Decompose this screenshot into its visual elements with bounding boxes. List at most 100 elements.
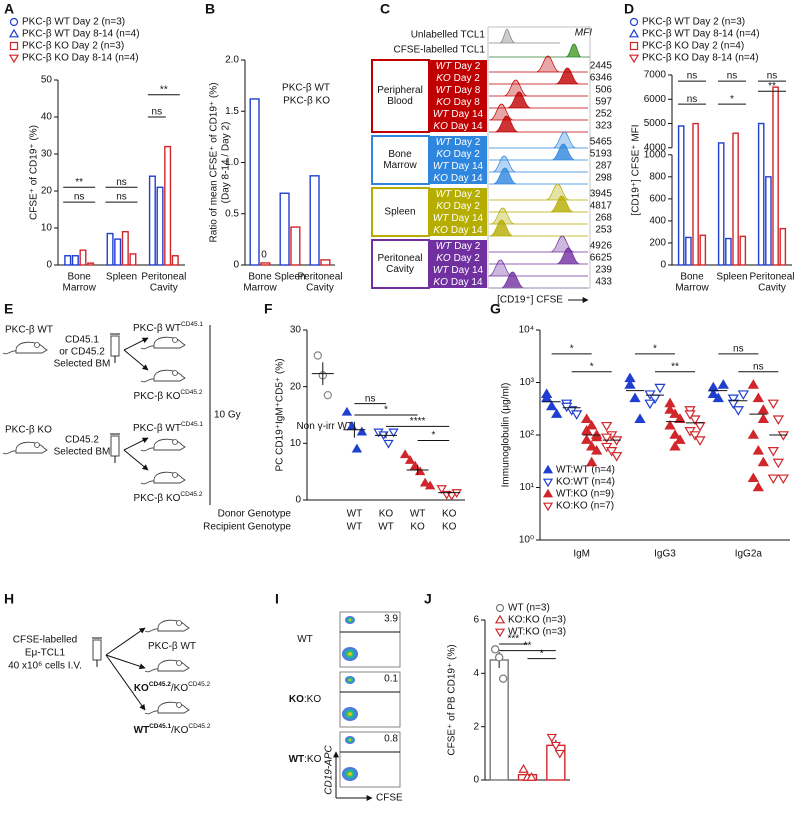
y-tick-label: 30 <box>290 325 302 336</box>
mouse-icon <box>153 336 186 349</box>
y-tick-label: 1.5 <box>225 106 239 117</box>
bar <box>692 122 699 266</box>
day: Day 2 <box>454 201 481 212</box>
data-point <box>606 447 618 457</box>
bar <box>757 122 765 266</box>
text-part: CD45.2 <box>180 389 202 396</box>
y-tick-label: 10² <box>520 430 535 441</box>
y-tick-label: 400 <box>649 216 666 227</box>
mfi-value: 268 <box>595 213 612 224</box>
x-tick-label: WT <box>378 522 394 533</box>
day: Day 14 <box>451 277 483 288</box>
legend-label: PKC-β WT Day 2 (n=3) <box>642 17 745 28</box>
cell-density <box>348 739 352 741</box>
data-point <box>624 379 636 389</box>
data-point <box>767 474 779 485</box>
text-part: CD45.2 <box>188 681 210 688</box>
mouse-ear <box>176 660 182 666</box>
significance-label: ns <box>687 71 698 82</box>
arrow <box>123 437 149 451</box>
x-tick-label: Marrow <box>243 283 277 294</box>
legend-label: PKC-β WT <box>282 83 330 94</box>
data-point <box>356 426 368 436</box>
significance-label: * <box>570 344 574 355</box>
data-point <box>611 452 623 462</box>
day: Day 2 <box>454 253 481 264</box>
row-label-bg <box>430 188 487 236</box>
mouse-ear <box>34 342 40 348</box>
data-point <box>571 410 583 420</box>
text-part: CD45.1 <box>149 723 171 730</box>
group-label: Blood <box>387 96 413 107</box>
y-tick-label: 200 <box>649 238 666 249</box>
data-point <box>494 653 504 662</box>
histogram <box>489 155 588 173</box>
mouse-icon <box>153 369 186 382</box>
mouse-ear <box>172 337 178 343</box>
group-box <box>371 59 430 133</box>
mouse-ear <box>176 702 182 708</box>
y-tick-label: 20 <box>41 186 53 197</box>
x-tick-label: Spleen <box>106 272 137 283</box>
row-label: WT Day 14 <box>433 109 484 120</box>
bar <box>64 255 72 266</box>
mfi-value: 3945 <box>590 189 613 200</box>
data-point <box>498 674 508 683</box>
data-point <box>707 388 719 398</box>
panel-letter: D <box>624 1 634 17</box>
selection-label: CD45.2 <box>65 435 99 446</box>
data-point <box>586 440 598 451</box>
legend-label: KO:KO (n=7) <box>556 501 614 512</box>
data-point <box>767 447 779 457</box>
data-point <box>717 379 729 389</box>
selection-label: CD45.1 <box>65 335 99 346</box>
bar <box>320 259 331 266</box>
data-point <box>644 399 656 410</box>
bar <box>779 227 787 266</box>
data-point <box>757 404 769 414</box>
text-part: CD45.2 <box>149 681 171 688</box>
cell-density <box>348 619 352 621</box>
day: Day 14 <box>451 109 483 120</box>
genotype: WT <box>433 213 449 224</box>
bar <box>309 175 320 266</box>
data-point <box>581 425 593 435</box>
x-tick-label: WT <box>347 509 363 520</box>
significance-label: * <box>431 430 435 441</box>
row-label-bg <box>430 136 487 184</box>
data-point <box>586 419 598 430</box>
y-tick-label: 10 <box>290 438 302 449</box>
genotype: WT <box>436 85 452 96</box>
row-label: WT:KO <box>289 754 322 765</box>
bar <box>129 253 137 266</box>
text-part: PKC-β KO <box>134 391 181 402</box>
genotype: KO <box>436 201 451 212</box>
bar <box>279 192 290 266</box>
row-label: KO Day 14 <box>433 277 483 288</box>
mfi-value: 2445 <box>590 61 613 72</box>
recipient-label: PKC-β KOCD45.2 <box>134 491 203 503</box>
group-box <box>371 187 430 237</box>
bar <box>260 262 271 266</box>
data-point <box>546 400 558 411</box>
text-part: CD45.2 <box>188 723 210 730</box>
row-label: WT Day 8 <box>436 85 481 96</box>
bar <box>739 235 747 266</box>
panel-letter: G <box>490 301 501 317</box>
significance-label: ns <box>74 192 85 203</box>
row-label: KO Day 2 <box>436 253 480 264</box>
data-point <box>752 481 764 492</box>
gate-percent: 0.8 <box>384 734 398 745</box>
data-point <box>399 449 411 459</box>
genotype: KO <box>433 173 448 184</box>
x-tick-label: WT <box>347 522 363 533</box>
y-axis-label: CD19-APC <box>324 744 335 794</box>
legend-label: WT (n=3) <box>508 603 550 614</box>
y-tick-label: 0 <box>295 495 301 506</box>
data-point <box>654 383 666 394</box>
row-label-bg <box>430 240 487 288</box>
data-point <box>586 456 598 467</box>
bar <box>725 237 732 266</box>
day: Day 2 <box>454 73 481 84</box>
significance-label: ** <box>768 81 776 92</box>
